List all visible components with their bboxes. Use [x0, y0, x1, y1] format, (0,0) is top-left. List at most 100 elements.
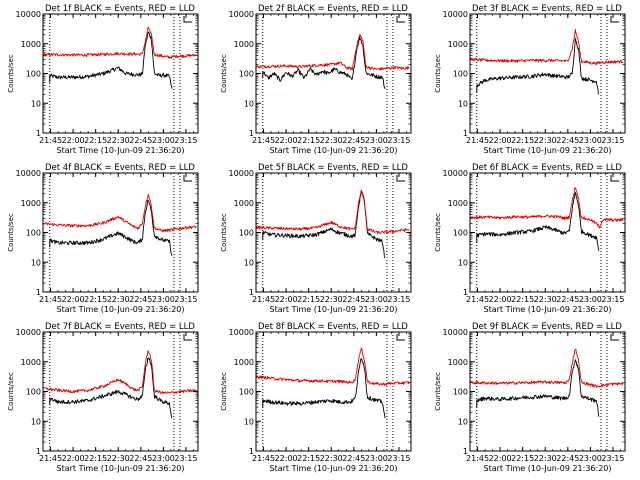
x-tick-label: 22:30 — [534, 136, 557, 145]
plot-frame — [42, 331, 199, 452]
series-lld-line — [42, 194, 197, 233]
panel-title: Det 2f BLACK = Events, RED = LLD — [258, 4, 408, 14]
y-tick-label: 10 — [458, 99, 468, 108]
y-tick-label: 10000 — [229, 169, 254, 178]
x-tick-label: 22:00 — [275, 136, 298, 145]
x-tick-label: 22:30 — [107, 295, 130, 304]
y-tick-label: 100 — [26, 388, 41, 397]
x-tick-label: 22:00 — [62, 454, 85, 463]
y-axis-label: Counts/sec — [220, 213, 228, 252]
y-tick-label: 10000 — [443, 169, 468, 178]
x-tick-label: 23:00 — [579, 454, 602, 463]
x-axis-label: Start Time (10-Jun-09 21:36:20) — [57, 464, 185, 473]
x-tick-label: 23:15 — [601, 136, 624, 145]
x-tick-label: 23:15 — [174, 136, 197, 145]
x-tick-label: 22:15 — [84, 454, 107, 463]
series-lld-line — [42, 350, 197, 395]
y-tick-label: 10000 — [229, 10, 254, 19]
x-tick-label: 22:00 — [62, 295, 85, 304]
y-tick-label: 1 — [249, 288, 254, 297]
x-tick-label: 22:30 — [320, 454, 343, 463]
x-tick-label: 22:00 — [489, 136, 512, 145]
legend-glyph — [183, 334, 192, 341]
x-tick-label: 21:45 — [466, 295, 489, 304]
y-tick-label: 10 — [244, 417, 254, 426]
y-tick-label: 1 — [36, 129, 41, 138]
y-tick-label: 10 — [31, 417, 41, 426]
series-events-line — [49, 31, 173, 89]
x-tick-label: 21:45 — [39, 454, 62, 463]
x-tick-label: 22:30 — [320, 295, 343, 304]
panel-title: Det 9f BLACK = Events, RED = LLD — [472, 322, 622, 332]
plot-frame — [255, 331, 412, 452]
series-lld-line — [42, 26, 197, 59]
x-tick-label: 23:15 — [601, 295, 624, 304]
x-tick-label: 22:15 — [297, 136, 320, 145]
y-tick-label: 1000 — [234, 358, 254, 367]
y-tick-label: 1000 — [448, 199, 468, 208]
series-lld-line — [469, 28, 624, 66]
x-axis-label: Start Time (10-Jun-09 21:36:20) — [484, 146, 612, 155]
x-tick-label: 22:15 — [297, 295, 320, 304]
panel-title: Det 5f BLACK = Events, RED = LLD — [258, 163, 408, 173]
legend-glyph — [396, 16, 405, 23]
y-tick-label: 10 — [31, 258, 41, 267]
x-tick-label: 22:45 — [129, 295, 152, 304]
y-tick-label: 1000 — [234, 199, 254, 208]
x-tick-label: 21:45 — [39, 295, 62, 304]
x-tick-label: 22:30 — [534, 295, 557, 304]
x-tick-label: 21:45 — [252, 454, 275, 463]
series-events-line — [49, 199, 173, 256]
y-tick-label: 1 — [463, 129, 468, 138]
y-tick-label: 100 — [239, 70, 254, 79]
x-tick-label: 23:15 — [174, 454, 197, 463]
x-tick-label: 23:15 — [601, 454, 624, 463]
x-tick-label: 23:15 — [387, 136, 410, 145]
y-tick-label: 10 — [31, 99, 41, 108]
x-tick-label: 22:45 — [556, 295, 579, 304]
x-tick-label: 21:45 — [466, 454, 489, 463]
y-tick-label: 100 — [26, 70, 41, 79]
y-axis-label: Counts/sec — [434, 372, 442, 411]
x-axis-label: Start Time (10-Jun-09 21:36:20) — [484, 464, 612, 473]
x-tick-label: 22:45 — [342, 454, 365, 463]
x-tick-label: 22:15 — [84, 136, 107, 145]
x-tick-label: 21:45 — [39, 136, 62, 145]
x-axis-label: Start Time (10-Jun-09 21:36:20) — [270, 305, 398, 314]
x-tick-label: 22:45 — [129, 136, 152, 145]
x-tick-label: 22:15 — [511, 295, 534, 304]
x-tick-label: 22:00 — [62, 136, 85, 145]
y-axis-label: Counts/sec — [434, 213, 442, 252]
y-tick-label: 1 — [249, 447, 254, 456]
panel-title: Det 8f BLACK = Events, RED = LLD — [258, 322, 408, 332]
y-tick-label: 10000 — [16, 169, 41, 178]
x-tick-label: 22:15 — [511, 454, 534, 463]
series-lld-line — [255, 189, 410, 235]
x-axis-label: Start Time (10-Jun-09 21:36:20) — [57, 305, 185, 314]
legend-glyph — [183, 175, 192, 182]
x-tick-label: 22:00 — [489, 295, 512, 304]
plot-frame — [42, 13, 199, 134]
y-tick-label: 10 — [244, 258, 254, 267]
series-lld-line — [469, 348, 624, 388]
x-tick-label: 22:30 — [107, 454, 130, 463]
x-axis-label: Start Time (10-Jun-09 21:36:20) — [57, 146, 185, 155]
x-tick-label: 22:45 — [342, 295, 365, 304]
y-tick-label: 10 — [458, 258, 468, 267]
y-tick-label: 1000 — [21, 199, 41, 208]
x-tick-label: 23:00 — [152, 295, 175, 304]
x-tick-label: 22:15 — [511, 136, 534, 145]
panel-title: Det 1f BLACK = Events, RED = LLD — [45, 4, 195, 14]
x-tick-label: 22:15 — [84, 295, 107, 304]
y-tick-label: 1000 — [448, 40, 468, 49]
series-events-line — [262, 358, 386, 419]
x-tick-label: 23:00 — [579, 295, 602, 304]
x-axis-label: Start Time (10-Jun-09 21:36:20) — [270, 464, 398, 473]
x-tick-label: 22:30 — [107, 136, 130, 145]
y-tick-label: 1000 — [234, 40, 254, 49]
x-tick-label: 23:15 — [387, 454, 410, 463]
